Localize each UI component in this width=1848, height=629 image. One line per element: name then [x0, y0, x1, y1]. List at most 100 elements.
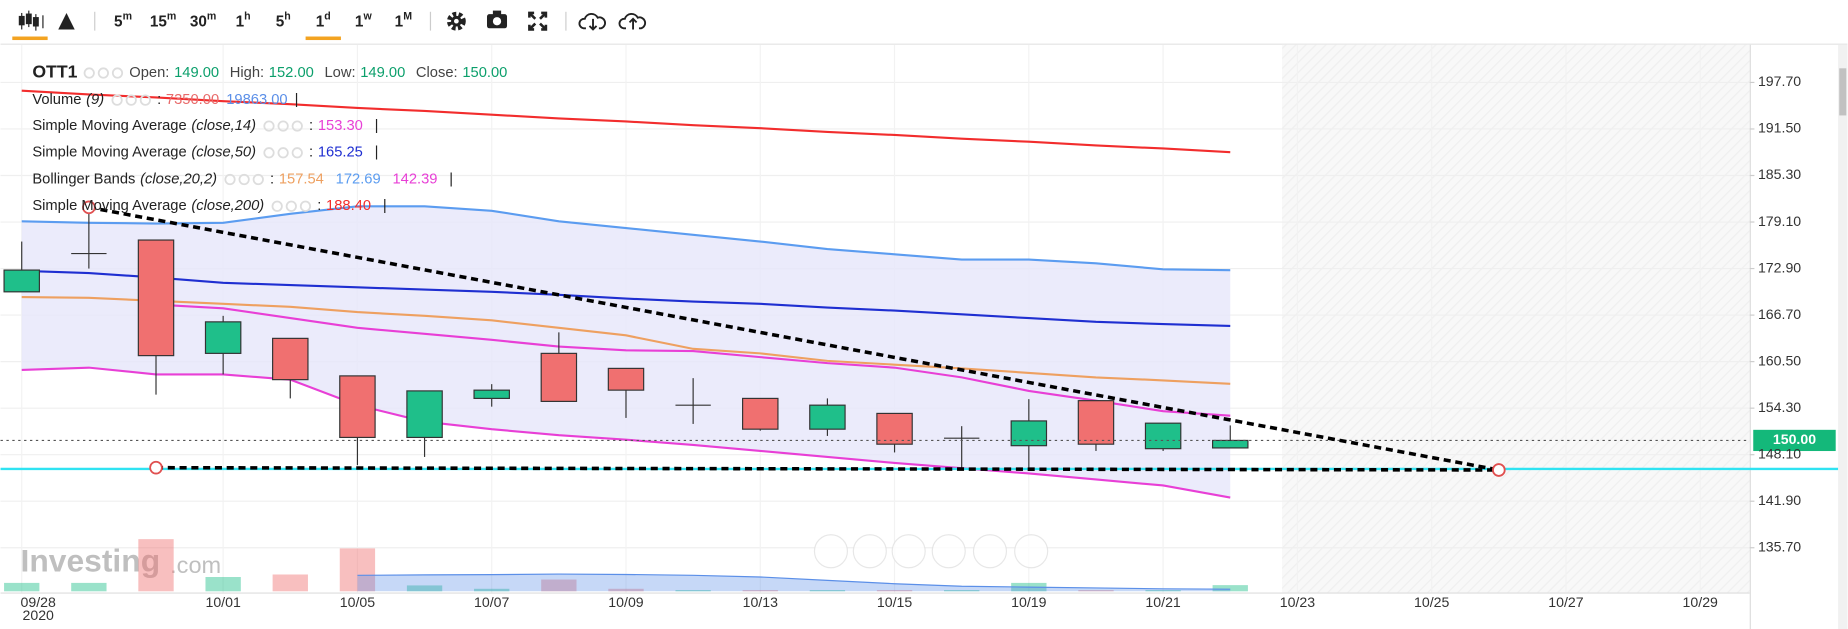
volume-bar	[205, 577, 241, 592]
legend-icon[interactable]	[271, 200, 283, 212]
zoom-in-button[interactable]	[931, 534, 966, 569]
interval-number: 15	[150, 13, 168, 30]
ohlc-label: Open:	[129, 65, 169, 81]
candle-body	[1144, 422, 1182, 450]
candle-body	[272, 337, 309, 381]
last-price-label: 150.00	[1773, 431, 1816, 447]
legend-icon[interactable]	[285, 200, 297, 212]
band-fill	[21, 206, 1231, 498]
interval-number: 1	[355, 13, 364, 30]
x-tick-label: 10/13	[743, 594, 778, 610]
indicator-line	[21, 296, 1231, 385]
y-tick-label: 172.90	[1758, 259, 1801, 275]
interval-button[interactable]: 1d	[316, 10, 331, 30]
legend-icon[interactable]	[277, 147, 289, 159]
legend-sep: :	[157, 92, 161, 108]
y-tick-label: 197.70	[1758, 73, 1801, 89]
legend-icon[interactable]	[291, 147, 303, 159]
interval-selected	[305, 36, 341, 41]
legend-icon[interactable]	[97, 67, 109, 79]
legend-sep: :	[309, 118, 313, 134]
interval-button[interactable]: 15m	[150, 10, 176, 30]
legend-icon[interactable]	[83, 67, 95, 79]
interval-number: 30	[190, 13, 207, 30]
legend-icon[interactable]	[224, 173, 236, 186]
scroll-left-button[interactable]	[813, 534, 849, 569]
zoom-reset-button[interactable]	[891, 534, 926, 569]
legend-icon[interactable]	[252, 173, 264, 186]
candle-body	[809, 404, 846, 430]
legend-icon[interactable]	[111, 67, 124, 79]
snapshot-button[interactable]	[486, 10, 508, 29]
trend-handle[interactable]	[1492, 463, 1506, 477]
load-button[interactable]	[578, 13, 606, 31]
volume-bar	[474, 588, 510, 592]
legend-sep: :	[270, 171, 274, 187]
legend-icon[interactable]	[299, 200, 312, 212]
x-tick-label: 10/09	[608, 594, 643, 610]
candles-button[interactable]	[12, 10, 48, 41]
interval-button[interactable]: 1M	[395, 10, 413, 30]
legend-icon[interactable]	[263, 120, 275, 132]
toolbar	[0, 10, 1848, 45]
scrollbar[interactable]	[1838, 44, 1848, 629]
intervals: 5m 15m 30m 1h 5h 1d 1w 1M	[114, 10, 413, 41]
interval-button[interactable]: 5h	[276, 10, 291, 30]
legend-value: 7350.00	[166, 92, 219, 108]
y-tick-label: 185.30	[1758, 166, 1801, 182]
candle-body	[742, 397, 779, 430]
settings-button[interactable]	[446, 11, 466, 31]
volume-bar	[675, 590, 711, 592]
watermark-brand: Investing	[21, 542, 161, 578]
ohlc-value: 149.00	[360, 65, 405, 81]
legend-icon[interactable]	[291, 120, 303, 132]
volume-bar	[541, 579, 577, 592]
trend-handle[interactable]	[82, 200, 96, 215]
legend-value: 188.40	[326, 198, 371, 214]
ohlc-value: 149.00	[174, 65, 219, 81]
trend-handle[interactable]	[149, 460, 163, 475]
fullscreen-button[interactable]	[528, 11, 548, 31]
interval-unit: M	[403, 10, 412, 22]
legend-params: (close,20,2)	[140, 171, 217, 187]
ohlc-value: 150.00	[462, 65, 507, 81]
y-tick-label: 179.10	[1758, 213, 1801, 229]
legend-icon[interactable]	[125, 94, 137, 106]
ohlc-label: Low:	[324, 65, 355, 81]
candle-body	[1077, 400, 1115, 445]
zoom-button[interactable]	[972, 534, 1008, 569]
y-tick-label: 135.70	[1758, 538, 1801, 554]
x-tick-label: 10/29	[1683, 594, 1718, 610]
x-tick-label: 09/28	[21, 594, 56, 610]
legend-icon[interactable]	[139, 94, 151, 106]
legend-name: Volume	[32, 92, 81, 108]
legend-icon[interactable]	[111, 94, 123, 106]
y-tick-label: 166.70	[1758, 306, 1801, 322]
interval-button[interactable]: 5m	[114, 10, 132, 30]
legend-params: (close,50)	[191, 145, 256, 161]
interval-button[interactable]: 30m	[190, 10, 216, 30]
legend-params: (9)	[86, 92, 104, 108]
area-button[interactable]	[58, 12, 75, 30]
legend-params: (close,200)	[191, 198, 264, 214]
interval-number: 5	[114, 13, 123, 30]
scroll-right-button[interactable]	[1014, 534, 1049, 569]
volume-bar	[742, 590, 778, 592]
interval-button[interactable]: 1w	[355, 10, 373, 30]
scrollbar-thumb[interactable]	[1839, 68, 1847, 116]
legend-params: (close,14)	[191, 118, 256, 134]
interval-unit: h	[284, 10, 290, 22]
legend-icon[interactable]	[277, 120, 289, 132]
legend-icon[interactable]	[238, 173, 250, 186]
volume-bar	[876, 590, 913, 592]
legend-icon[interactable]	[263, 147, 275, 159]
candle-body	[204, 321, 242, 354]
y-tick-label: 160.50	[1758, 352, 1801, 368]
x-tick-label: 10/07	[474, 594, 509, 610]
candle-body	[473, 389, 510, 399]
zoom-out-button[interactable]	[852, 534, 887, 569]
interval-button[interactable]: 1h	[236, 10, 251, 30]
save-button[interactable]	[618, 13, 647, 30]
x-tick-label: 10/27	[1548, 594, 1583, 610]
volume-bar	[138, 539, 174, 592]
